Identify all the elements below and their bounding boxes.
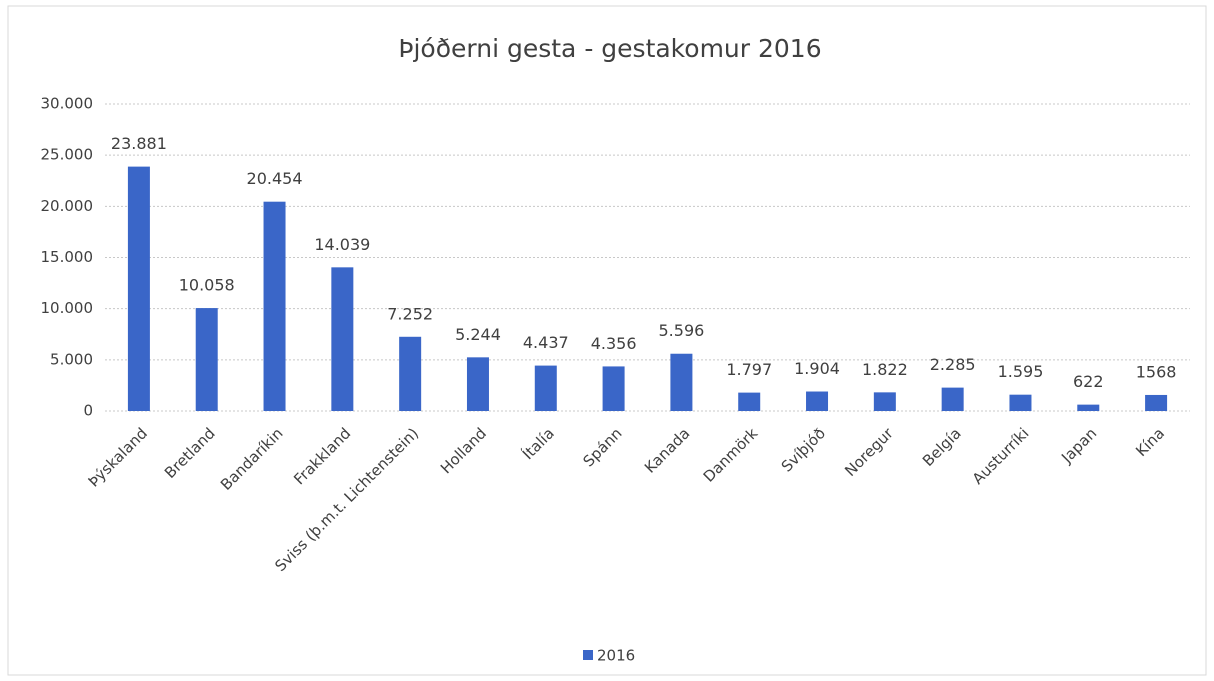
value-label: 1.904 bbox=[794, 359, 840, 378]
chart-title: Þjóðerni gesta - gestakomur 2016 bbox=[398, 34, 821, 63]
bar bbox=[738, 392, 761, 411]
value-label: 622 bbox=[1073, 372, 1104, 391]
bar bbox=[263, 201, 286, 411]
bar bbox=[127, 166, 150, 411]
bar bbox=[466, 357, 489, 411]
legend-label: 2016 bbox=[597, 647, 635, 665]
value-label: 20.454 bbox=[247, 169, 303, 188]
value-label: 1568 bbox=[1136, 362, 1177, 381]
value-label: 4.437 bbox=[523, 333, 569, 352]
y-tick-label: 25.000 bbox=[41, 146, 94, 164]
bar bbox=[873, 392, 896, 411]
value-label: 1.595 bbox=[998, 362, 1044, 381]
y-tick-label: 0 bbox=[83, 402, 93, 420]
bar bbox=[534, 365, 557, 411]
y-tick-label: 10.000 bbox=[41, 299, 94, 317]
bar bbox=[806, 391, 829, 411]
value-label: 14.039 bbox=[314, 235, 370, 254]
value-label: 5.596 bbox=[659, 321, 705, 340]
value-label: 5.244 bbox=[455, 325, 501, 344]
bar bbox=[1145, 394, 1168, 411]
value-label: 10.058 bbox=[179, 276, 235, 295]
value-label: 4.356 bbox=[591, 334, 637, 353]
bar bbox=[670, 353, 693, 411]
bar bbox=[399, 336, 422, 411]
bar bbox=[941, 387, 964, 411]
y-tick-label: 5.000 bbox=[50, 350, 93, 368]
y-tick-label: 15.000 bbox=[41, 248, 94, 266]
bar bbox=[195, 308, 218, 411]
value-label: 7.252 bbox=[387, 304, 433, 323]
bar bbox=[1077, 404, 1100, 411]
y-tick-label: 20.000 bbox=[41, 197, 94, 215]
bar bbox=[602, 366, 625, 411]
value-label: 2.285 bbox=[930, 355, 976, 374]
legend-swatch bbox=[583, 650, 593, 660]
bar bbox=[331, 267, 354, 411]
value-label: 1.797 bbox=[726, 360, 772, 379]
y-tick-label: 30.000 bbox=[41, 95, 94, 113]
value-label: 23.881 bbox=[111, 134, 167, 153]
value-label: 1.822 bbox=[862, 360, 908, 379]
bar bbox=[1009, 394, 1032, 411]
